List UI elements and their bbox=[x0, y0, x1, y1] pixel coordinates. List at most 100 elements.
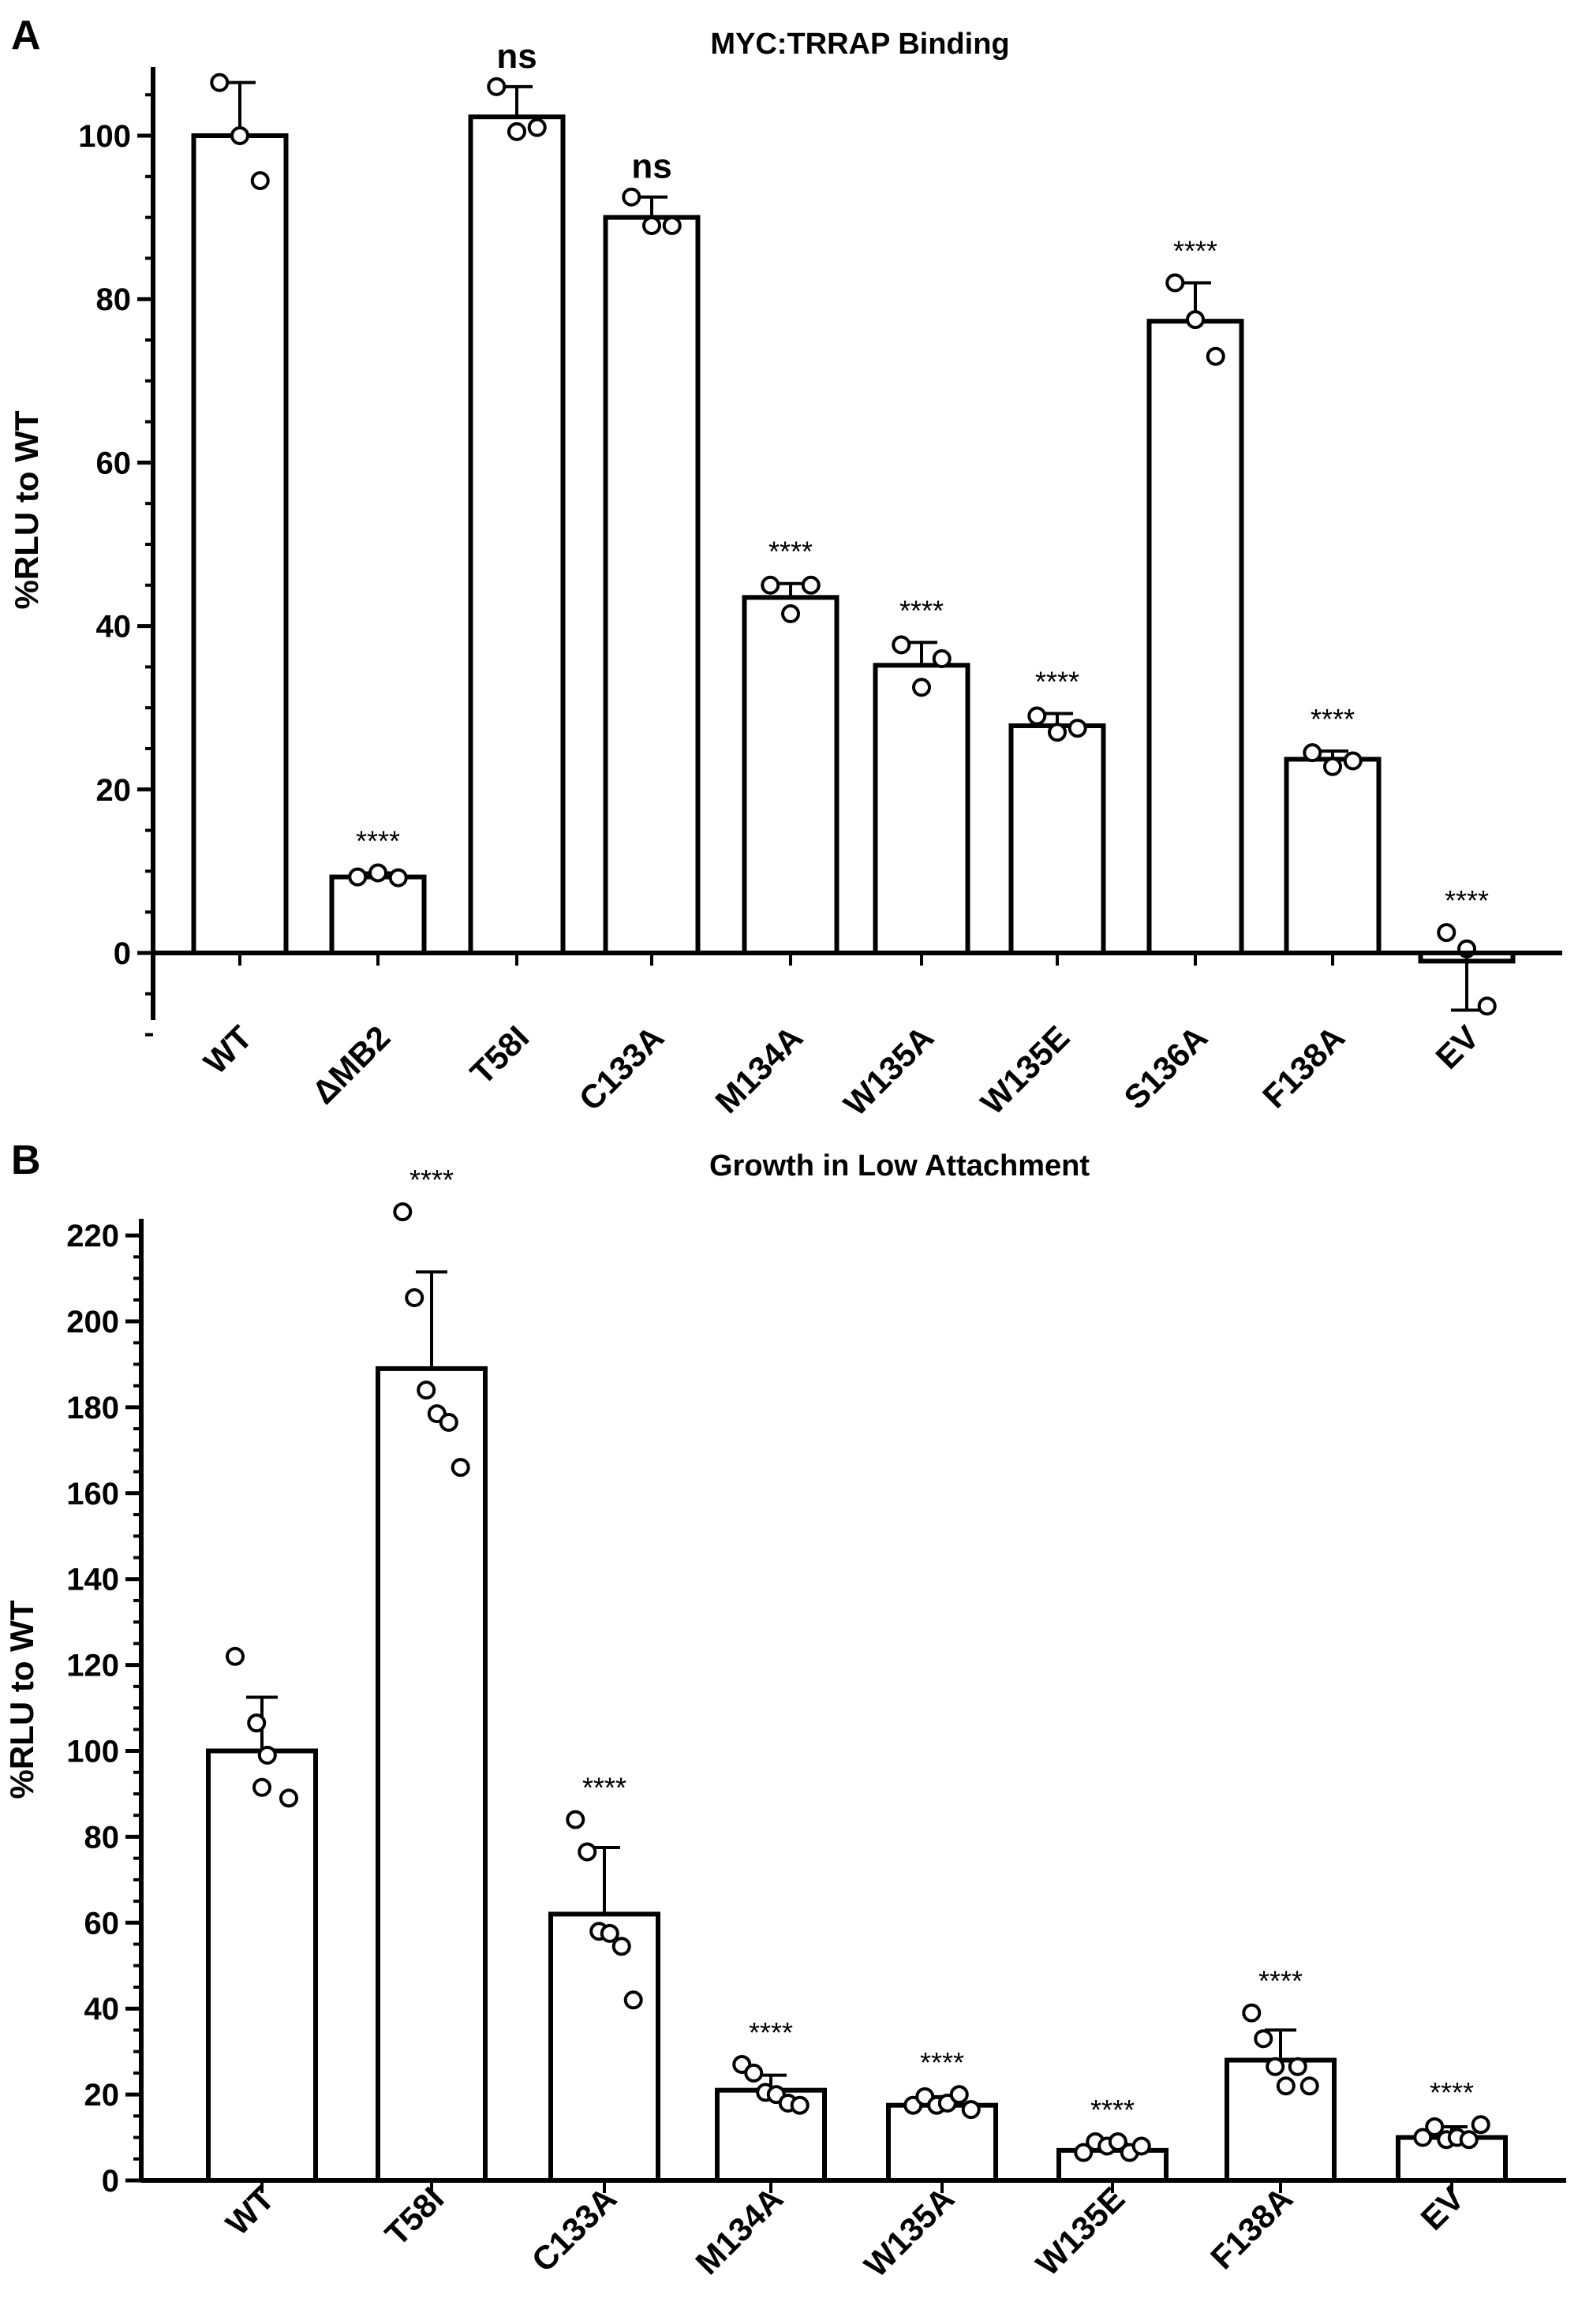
data-point bbox=[1413, 2128, 1433, 2147]
data-point bbox=[451, 1458, 470, 1478]
significance-label: ns bbox=[631, 148, 671, 186]
y-tick-label: 40 bbox=[96, 610, 132, 645]
significance-label: **** bbox=[899, 594, 944, 626]
data-point bbox=[623, 1990, 643, 2010]
data-point bbox=[247, 1713, 267, 1733]
y-tick-label: 220 bbox=[66, 1219, 119, 1254]
data-point bbox=[1343, 751, 1363, 771]
data-point bbox=[439, 1412, 458, 1432]
panel-label: A bbox=[11, 13, 41, 58]
y-tick-label: 180 bbox=[66, 1391, 119, 1425]
y-tick-label: 20 bbox=[96, 773, 132, 808]
data-point bbox=[1276, 2076, 1296, 2096]
data-point bbox=[527, 118, 547, 137]
y-tick-label: 200 bbox=[66, 1305, 119, 1339]
data-point bbox=[1165, 273, 1185, 293]
significance-label: **** bbox=[1090, 2094, 1135, 2126]
data-point bbox=[230, 126, 249, 145]
data-point bbox=[1048, 723, 1067, 742]
chart-title: Growth in Low Attachment bbox=[709, 1149, 1090, 1183]
data-point bbox=[257, 1745, 277, 1765]
y-tick-label: 100 bbox=[66, 1735, 119, 1769]
data-point bbox=[611, 1937, 631, 1956]
data-point bbox=[1288, 2057, 1307, 2076]
data-point bbox=[226, 1646, 245, 1666]
x-tick-label: T58I bbox=[378, 2180, 451, 2253]
data-point bbox=[1437, 923, 1456, 943]
y-tick-label: 0 bbox=[102, 2164, 119, 2199]
significance-label: **** bbox=[1035, 665, 1079, 697]
data-point bbox=[662, 215, 682, 235]
data-point bbox=[566, 1810, 585, 1829]
data-point bbox=[417, 1381, 436, 1400]
panel-b: B Growth in Low Attachment %RLU to WT 0 20 40… bbox=[3, 1138, 1566, 2284]
x-tick-label: W135A bbox=[857, 2180, 961, 2284]
y-tick-label: 40 bbox=[84, 1992, 120, 2027]
data-point bbox=[600, 1923, 619, 1943]
panel-label: B bbox=[11, 1138, 41, 1183]
data-point bbox=[761, 575, 780, 595]
data-point bbox=[1266, 2057, 1285, 2076]
data-point bbox=[1425, 2117, 1445, 2136]
y-tick-label: 60 bbox=[96, 446, 132, 480]
data-point bbox=[210, 73, 230, 92]
significance-label: **** bbox=[1311, 703, 1355, 735]
data-point bbox=[1299, 2076, 1319, 2096]
bar bbox=[191, 133, 289, 955]
y-tick-label: 80 bbox=[84, 1820, 120, 1855]
data-point bbox=[393, 1202, 413, 1222]
y-tick-label: 140 bbox=[66, 1563, 119, 1597]
y-tick-label: 100 bbox=[78, 119, 131, 154]
significance-label: **** bbox=[356, 824, 400, 857]
significance-label: **** bbox=[409, 1164, 454, 1196]
data-point bbox=[578, 1842, 597, 1862]
data-point bbox=[388, 868, 408, 887]
data-point bbox=[1254, 2029, 1273, 2049]
data-point bbox=[487, 77, 507, 96]
significance-label: **** bbox=[1173, 234, 1217, 267]
data-point bbox=[932, 649, 952, 669]
significance-label: **** bbox=[1430, 2076, 1474, 2109]
x-tick-label: W135A bbox=[836, 1018, 940, 1123]
x-tick-label: EV bbox=[1429, 1018, 1486, 1076]
data-point bbox=[1108, 2132, 1127, 2151]
bar bbox=[1284, 757, 1382, 956]
bar bbox=[603, 215, 701, 956]
x-tick-label: T58I bbox=[463, 1018, 537, 1092]
data-point bbox=[1477, 996, 1497, 1016]
bar bbox=[1008, 723, 1106, 955]
data-point bbox=[1323, 757, 1342, 776]
data-point bbox=[252, 1777, 271, 1797]
panel-a: A MYC:TRRAP Binding %RLU to WT 0 20 40 60 80 100… bbox=[8, 13, 1562, 1123]
bar bbox=[873, 663, 970, 955]
data-point bbox=[1459, 2130, 1479, 2150]
significance-label: **** bbox=[1445, 884, 1489, 917]
x-tick-label: M134A bbox=[708, 1018, 810, 1120]
data-point bbox=[279, 1788, 298, 1808]
y-tick-label: 20 bbox=[84, 2078, 120, 2113]
bar bbox=[376, 1366, 488, 2183]
bar bbox=[206, 1748, 318, 2183]
data-point bbox=[348, 867, 368, 887]
bar bbox=[329, 874, 427, 955]
y-tick-label: 120 bbox=[66, 1649, 119, 1683]
data-point bbox=[781, 604, 800, 624]
significance-label: ns bbox=[496, 37, 537, 76]
bar bbox=[1146, 319, 1244, 955]
data-point bbox=[250, 170, 270, 190]
x-tick-label: WT bbox=[196, 1018, 260, 1082]
x-tick-label: F138A bbox=[1255, 1018, 1352, 1115]
data-point bbox=[744, 2063, 764, 2083]
data-point bbox=[405, 1288, 424, 1308]
data-point bbox=[1068, 719, 1087, 738]
chart-title: MYC:TRRAP Binding bbox=[710, 28, 1009, 61]
significance-label: **** bbox=[582, 1772, 626, 1804]
significance-label: **** bbox=[768, 536, 813, 568]
data-point bbox=[790, 2095, 810, 2115]
data-point bbox=[1206, 346, 1225, 366]
bar bbox=[886, 2102, 998, 2183]
data-point bbox=[1131, 2136, 1151, 2156]
data-point bbox=[912, 678, 931, 697]
bar bbox=[742, 595, 839, 956]
data-point bbox=[1074, 2143, 1094, 2162]
